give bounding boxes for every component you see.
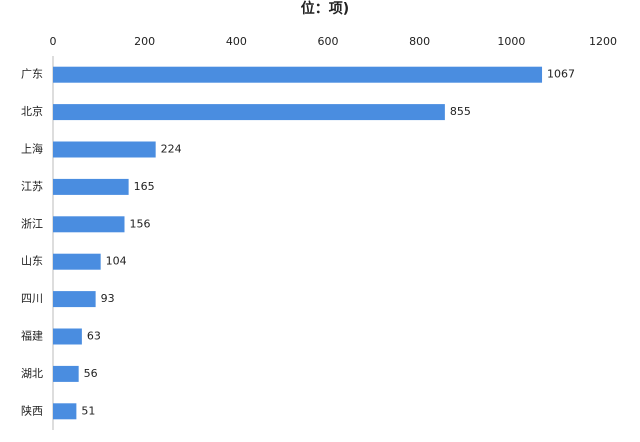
data-label: 56 (84, 367, 98, 380)
y-tick-label: 四川 (21, 292, 43, 305)
data-label: 855 (450, 105, 471, 118)
x-tick-label: 400 (226, 35, 247, 48)
data-label: 165 (134, 180, 155, 193)
y-tick-label: 山东 (21, 255, 43, 268)
bar (53, 403, 77, 420)
bar (53, 178, 129, 195)
bar (53, 328, 82, 345)
x-tick-label: 600 (318, 35, 339, 48)
y-tick-label: 江苏 (21, 180, 43, 193)
data-label: 1067 (547, 68, 575, 81)
bar (53, 365, 79, 382)
chart-title: 位：项) (301, 0, 349, 17)
x-tick-label: 800 (409, 35, 430, 48)
x-tick-label: 1000 (497, 35, 525, 48)
bar (53, 291, 96, 308)
bar (53, 216, 125, 233)
bar (53, 104, 445, 121)
data-label: 51 (81, 404, 95, 417)
y-tick-label: 广东 (21, 68, 43, 81)
bar (53, 141, 156, 158)
y-tick-label: 北京 (21, 104, 43, 118)
data-label: 224 (161, 143, 182, 156)
x-tick-label: 1200 (589, 35, 617, 48)
data-label: 63 (87, 330, 101, 343)
x-tick-label: 0 (50, 35, 57, 48)
y-tick-label: 陕西 (21, 403, 43, 417)
y-tick-label: 浙江 (21, 217, 43, 230)
bar (53, 253, 101, 270)
y-tick-label: 福建 (21, 329, 43, 343)
bar (53, 66, 543, 83)
data-label: 104 (106, 255, 127, 268)
data-label: 93 (101, 292, 115, 305)
y-tick-label: 上海 (21, 142, 43, 156)
y-tick-label: 湖北 (21, 367, 43, 380)
data-label: 156 (130, 217, 151, 230)
x-tick-label: 200 (134, 35, 155, 48)
